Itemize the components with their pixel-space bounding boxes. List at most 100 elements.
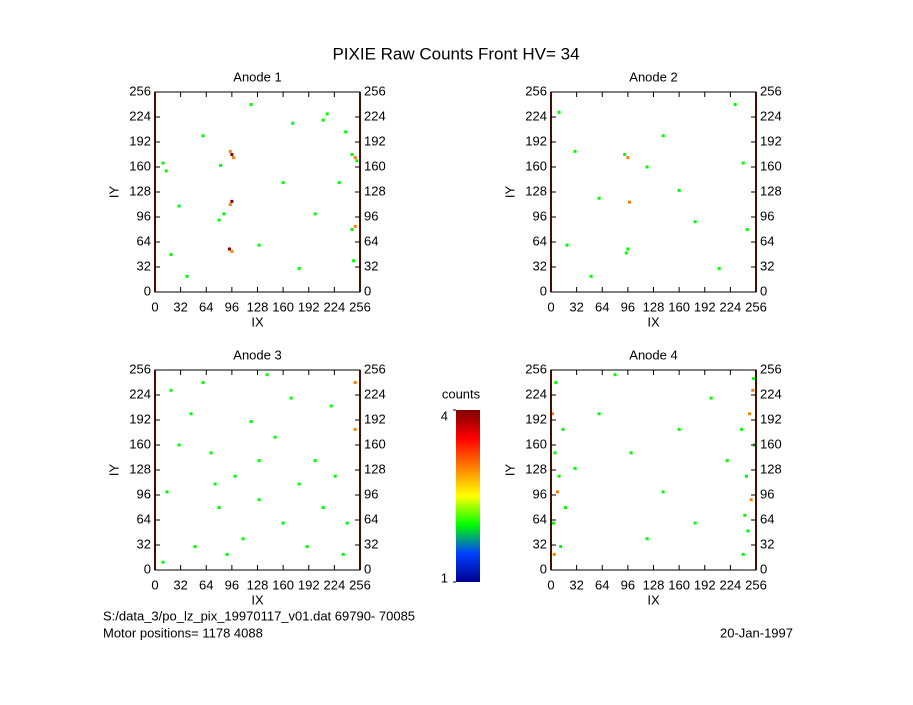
- panel-title: Anode 1: [233, 69, 281, 84]
- y-tick-label: 128: [525, 461, 547, 476]
- y2-tick-label: 160: [364, 436, 386, 451]
- pixel-count: [241, 537, 245, 541]
- pixel-count: [249, 420, 253, 424]
- pixel-count: [297, 482, 301, 486]
- y2-tick-label: 192: [364, 133, 386, 148]
- pixel-count: [230, 153, 234, 156]
- pixel-count: [333, 474, 337, 478]
- x-tick-label: 96: [621, 299, 635, 314]
- pixel-count: [677, 188, 681, 192]
- pixel-count: [743, 513, 747, 517]
- y2-tick-label: 64: [364, 233, 378, 248]
- pixel-count: [217, 218, 221, 222]
- pixel-count: [624, 251, 628, 255]
- x-tick-label: 0: [547, 299, 554, 314]
- x-tick-label: 160: [272, 299, 294, 314]
- y2-tick-label: 192: [760, 133, 782, 148]
- pixel-count: [741, 552, 745, 556]
- y-tick-label: 64: [137, 511, 151, 526]
- pixel-count: [745, 228, 749, 231]
- pixel-count: [661, 134, 665, 138]
- y2-tick-label: 224: [364, 386, 386, 401]
- y2-tick-label: 32: [364, 258, 378, 273]
- y2-tick-label: 192: [760, 411, 782, 426]
- y-tick-label: 96: [137, 486, 151, 501]
- pixel-count: [201, 381, 205, 384]
- plot-frame: [154, 369, 361, 571]
- pixel-count: [553, 451, 557, 455]
- colorbar: [456, 410, 480, 582]
- pixel-count: [209, 451, 213, 455]
- x-tick-label: 128: [247, 299, 269, 314]
- x-tick-label: 224: [324, 299, 346, 314]
- x-tick-label: 64: [199, 577, 213, 592]
- x-tick-label: 256: [745, 299, 767, 314]
- x-tick-label: 160: [668, 299, 690, 314]
- y-tick-label: 160: [525, 158, 547, 173]
- y2-tick-label: 32: [760, 536, 774, 551]
- y-tick-label: 256: [525, 361, 547, 376]
- pixel-count: [350, 228, 354, 231]
- pixel-count: [709, 396, 713, 400]
- y-tick-label: 0: [144, 561, 151, 576]
- pixel-count: [341, 552, 345, 556]
- pixel-count: [257, 243, 261, 247]
- x-tick-label: 32: [173, 299, 187, 314]
- y-axis-label: IY: [502, 186, 517, 199]
- x-tick-label: 192: [298, 299, 320, 314]
- pixel-count: [555, 490, 559, 494]
- pixel-count: [551, 412, 555, 416]
- pixel-count: [717, 267, 721, 271]
- x-tick-label: 32: [173, 577, 187, 592]
- pixel-count: [645, 165, 649, 169]
- y-tick-label: 32: [137, 536, 151, 551]
- y-tick-label: 224: [129, 108, 151, 123]
- pixel-count: [746, 529, 750, 533]
- y-tick-label: 192: [525, 411, 547, 426]
- colorbar-tick-label: 1: [441, 570, 448, 585]
- panel-title: Anode 3: [233, 347, 281, 362]
- x-tick-label: 224: [324, 577, 346, 592]
- pixel-count: [645, 537, 649, 541]
- y2-tick-label: 160: [760, 436, 782, 451]
- y2-tick-label: 256: [760, 361, 782, 376]
- y2-tick-label: 96: [760, 208, 774, 223]
- y2-tick-label: 0: [760, 283, 767, 298]
- x-tick-label: 64: [595, 577, 609, 592]
- pixel-count: [752, 377, 756, 381]
- file-info: S:/data_3/po_lz_pix_19970117_v01.dat 697…: [103, 608, 415, 623]
- y2-tick-label: 256: [364, 361, 386, 376]
- pixel-count: [557, 110, 561, 114]
- pixel-count: [185, 274, 189, 278]
- y2-tick-label: 128: [364, 461, 386, 476]
- y-tick-label: 0: [144, 283, 151, 298]
- pixel-count: [353, 427, 357, 431]
- pixel-count: [297, 267, 301, 271]
- pixel-count: [177, 443, 181, 447]
- pixel-count: [613, 373, 617, 377]
- x-tick-label: 96: [225, 577, 239, 592]
- y-tick-label: 192: [129, 411, 151, 426]
- main-title: PIXIE Raw Counts Front HV= 34: [332, 44, 579, 63]
- y-axis-label: IY: [106, 186, 121, 199]
- x-tick-label: 128: [643, 577, 665, 592]
- pixel-count: [201, 134, 205, 138]
- y-tick-label: 224: [525, 108, 547, 123]
- pixel-count: [169, 253, 173, 256]
- pixel-count: [222, 212, 226, 216]
- pixel-count: [748, 412, 752, 416]
- date: 20-Jan-1997: [720, 625, 793, 640]
- y-tick-label: 224: [525, 386, 547, 401]
- y2-tick-label: 0: [760, 561, 767, 576]
- pixel-count: [559, 545, 563, 549]
- x-tick-label: 96: [621, 577, 635, 592]
- pixel-count: [751, 388, 755, 392]
- x-tick-label: 0: [151, 577, 158, 592]
- pixel-count: [554, 381, 558, 384]
- y-axis-label: IY: [502, 464, 517, 477]
- pixel-count: [589, 274, 593, 278]
- pixel-count: [329, 404, 333, 408]
- y-tick-label: 256: [525, 83, 547, 98]
- pixel-count: [219, 163, 223, 167]
- pixel-count: [313, 212, 317, 216]
